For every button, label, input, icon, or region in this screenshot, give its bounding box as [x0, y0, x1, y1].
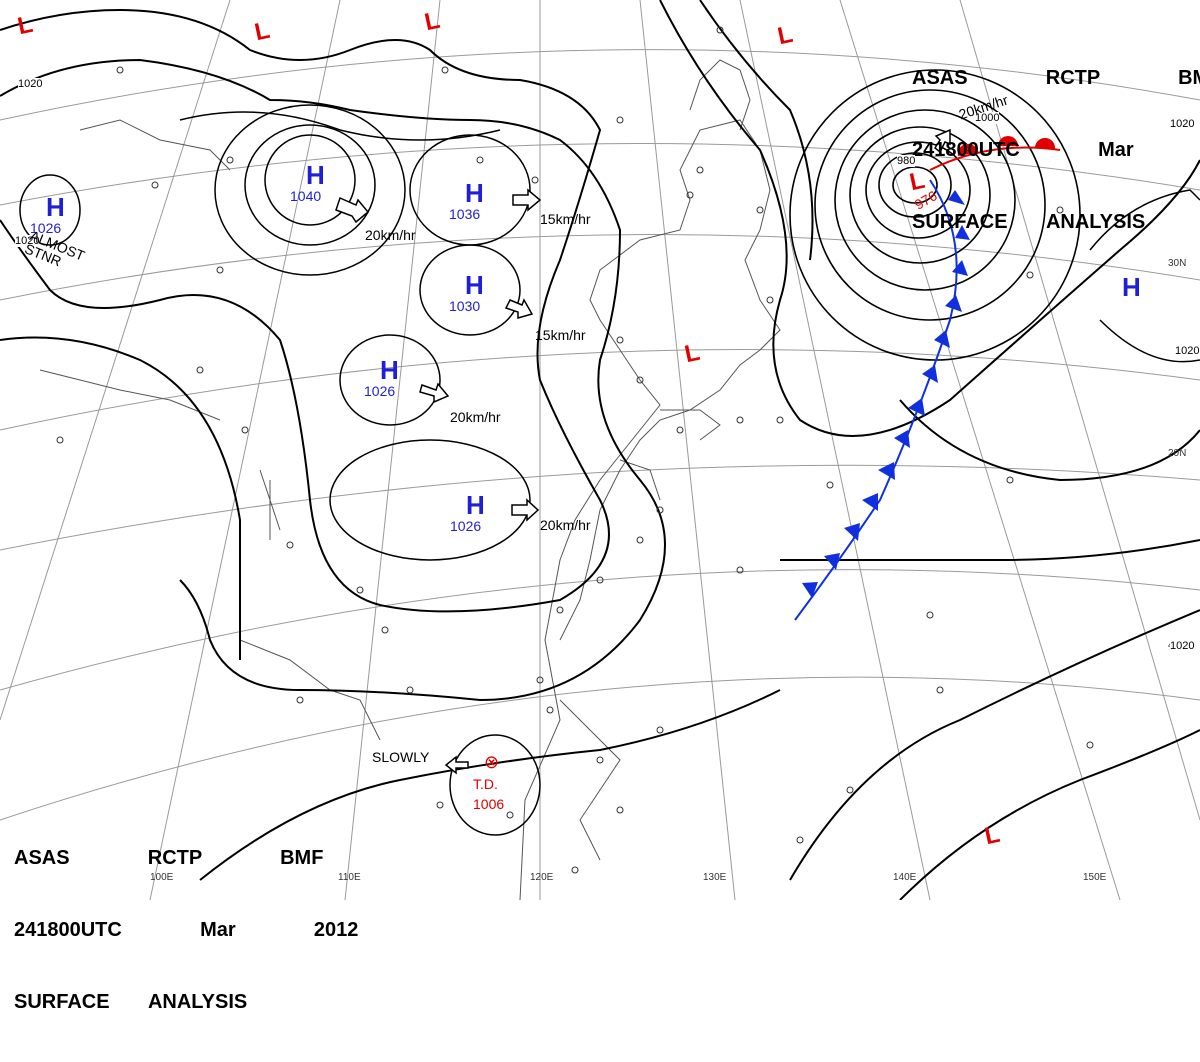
high-pressure-value: 1026	[450, 518, 482, 534]
isobar-label: 1000	[975, 112, 1000, 124]
cold-front	[794, 179, 970, 621]
header-line-1: ASAS RCTP BMF	[912, 67, 1200, 89]
footer-line-2: 241800UTC Mar 2012	[14, 919, 359, 941]
isobar-label: 1020	[1175, 345, 1200, 357]
isobars-thin	[19, 104, 1200, 836]
lon-label: 110E	[338, 872, 361, 883]
high-pressure-symbol: H	[46, 192, 65, 222]
movement-label: SLOWLY	[372, 749, 430, 765]
header-line-3: SURFACE ANALYSIS	[912, 211, 1146, 233]
lon-label: 150E	[1083, 872, 1107, 883]
isobar-label: 1020	[15, 235, 40, 247]
high-pressure-symbol: H	[465, 270, 484, 300]
lon-label: 100E	[150, 872, 174, 883]
graticule	[0, 0, 1200, 900]
lon-label: 130E	[703, 872, 727, 883]
isobar-label: 1020	[18, 78, 43, 90]
header-title-block: ASAS RCTP BMF 241800UTC Mar 2012 SURFACE…	[912, 18, 1200, 282]
coastline	[39, 59, 781, 900]
lon-label: 140E	[893, 872, 917, 883]
footer-title-block: ASAS RCTP BMF 241800UTC Mar 2012 SURFACE…	[14, 798, 358, 1062]
high-pressure-value: 1040	[290, 188, 322, 204]
isobar-label: 1020	[1170, 118, 1195, 130]
movement-label: 20km/hr	[540, 517, 591, 533]
high-pressure-value: 1026	[30, 220, 62, 236]
footer-line-3: SURFACE ANALYSIS	[14, 991, 248, 1013]
isobars	[0, 0, 1200, 900]
movement-arrows	[335, 128, 951, 775]
high-pressure-symbol: H	[306, 160, 325, 190]
isobar-label: 980	[897, 155, 916, 167]
high-pressure-symbol: H	[1122, 272, 1141, 302]
movement-label: 15km/hr	[540, 211, 591, 227]
high-pressure-symbol: H	[465, 178, 484, 208]
deep-low-isobars	[789, 69, 1081, 361]
lat-label: 30N	[1168, 258, 1187, 269]
high-pressure-value: 1026	[364, 383, 396, 399]
movement-label: 20km/hr	[450, 409, 501, 425]
movement-label: 20km/hr	[365, 227, 416, 243]
tropical-depression-pressure: 1006	[473, 796, 505, 812]
header-line-2: 241800UTC Mar 2012	[912, 139, 1134, 161]
high-pressure-value: 1030	[449, 298, 481, 314]
high-pressure-symbol: H	[380, 355, 399, 385]
weather-map: ASAS RCTP BMF 241800UTC Mar 2012 SURFACE…	[0, 0, 1200, 1013]
footer-line-1: ASAS RCTP BMF	[14, 847, 324, 869]
isobar-label: 1020	[1170, 640, 1195, 652]
movement-label: 15km/hr	[535, 327, 586, 343]
lon-label: 120E	[530, 872, 554, 883]
high-pressure-symbol: H	[466, 490, 485, 520]
warm-front	[929, 136, 1061, 171]
high-pressure-value: 1036	[449, 206, 481, 222]
tropical-depression-label: T.D.	[473, 776, 498, 792]
tropical-depression-icon: ⊗	[484, 752, 500, 772]
station-plots	[56, 26, 1094, 874]
map-canvas	[0, 0, 1200, 900]
lat-label: 20N	[1168, 448, 1187, 459]
